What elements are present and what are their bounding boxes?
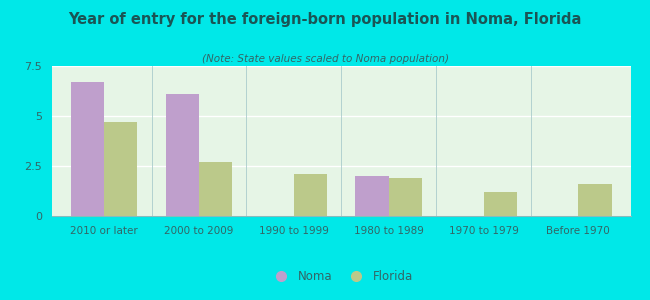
Bar xyxy=(104,122,137,216)
Bar xyxy=(166,94,199,216)
Text: (Note: State values scaled to Noma population): (Note: State values scaled to Noma popul… xyxy=(202,54,448,64)
Bar xyxy=(199,162,232,216)
Bar xyxy=(294,174,327,216)
Legend: Noma, Florida: Noma, Florida xyxy=(265,266,418,288)
Bar xyxy=(356,176,389,216)
Text: Year of entry for the foreign-born population in Noma, Florida: Year of entry for the foreign-born popul… xyxy=(68,12,582,27)
Bar xyxy=(578,184,612,216)
Bar xyxy=(484,192,517,216)
Bar xyxy=(389,178,422,216)
Bar xyxy=(71,82,104,216)
